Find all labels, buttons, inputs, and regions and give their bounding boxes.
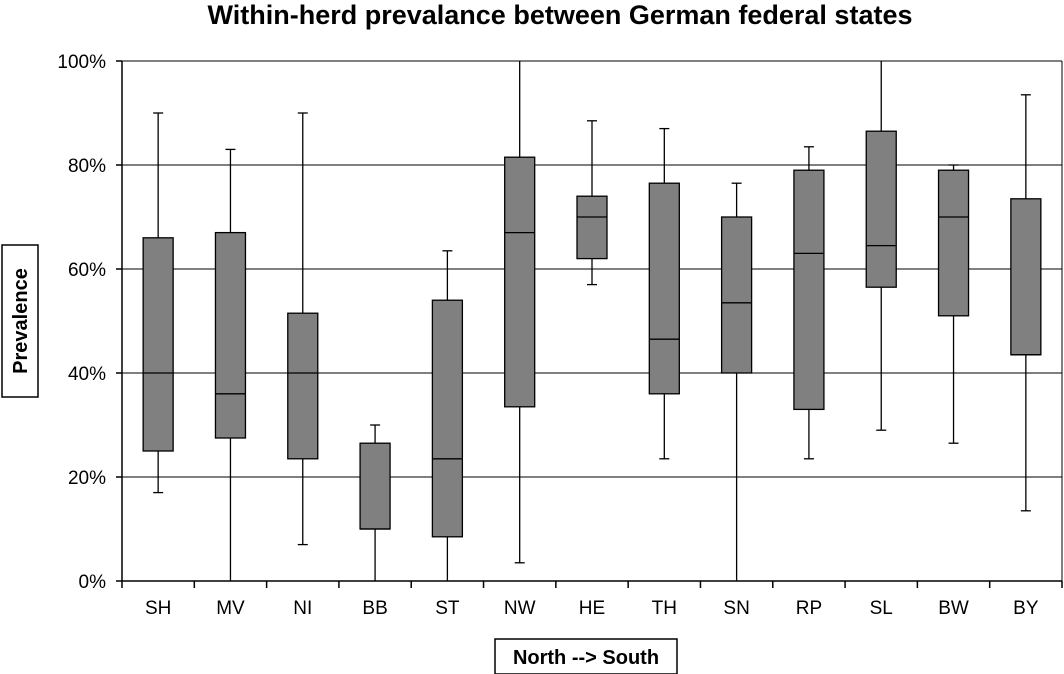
box-he <box>576 120 608 286</box>
box-bw <box>937 164 970 444</box>
iqr-box <box>504 156 536 408</box>
category-label-bb: BB <box>362 598 387 619</box>
iqr-box <box>793 169 825 411</box>
box-rp <box>793 146 825 460</box>
category-label-rp: RP <box>796 598 822 619</box>
category-label-sh: SH <box>145 598 171 619</box>
iqr-box <box>287 312 319 460</box>
x-axis-label: North --> South <box>513 647 659 669</box>
y-tick-label: 60% <box>68 260 106 281</box>
box-mv <box>214 148 247 581</box>
axes <box>116 60 1063 588</box>
category-label-sn: SN <box>723 598 749 619</box>
category-label-th: TH <box>652 598 677 619</box>
box-sh <box>142 112 174 494</box>
box-by <box>1010 94 1042 512</box>
iqr-box <box>576 195 608 260</box>
y-tick-label: 0% <box>79 572 107 593</box>
x-tick-labels: SH MV NI BB ST NW HE TH SN RP SL BW BY <box>145 598 1039 619</box>
category-label-nw: NW <box>504 598 536 619</box>
box-series <box>142 61 1042 581</box>
box-sn <box>720 182 753 581</box>
y-axis-label: Prevalence <box>10 268 32 374</box>
iqr-box <box>142 237 174 452</box>
y-tick-labels: 0% 20% 40% 60% 80% 100% <box>57 52 106 593</box>
box-bb <box>359 424 391 581</box>
category-label-st: ST <box>435 598 460 619</box>
chart-title: Within-herd prevalance between German fe… <box>208 0 913 30</box>
iqr-box <box>648 182 680 395</box>
y-tick-label: 80% <box>68 156 106 177</box>
iqr-box <box>359 442 391 530</box>
category-label-he: HE <box>579 598 605 619</box>
box-ni <box>287 112 319 546</box>
iqr-box <box>865 130 897 288</box>
box-th <box>648 127 680 460</box>
y-tick-label: 20% <box>68 468 106 489</box>
y-tick-label: 40% <box>68 364 106 385</box>
iqr-box <box>431 299 464 538</box>
iqr-box <box>214 231 247 439</box>
box-sl <box>865 61 897 431</box>
category-label-bw: BW <box>938 598 969 619</box>
y-axis-title: Prevalence <box>1 244 39 398</box>
box-nw <box>504 61 536 564</box>
category-label-sl: SL <box>870 598 893 619</box>
category-label-by: BY <box>1013 598 1039 619</box>
iqr-box <box>937 169 970 317</box>
iqr-box <box>720 216 753 374</box>
category-label-mv: MV <box>216 598 245 619</box>
box-st <box>431 250 464 581</box>
x-axis-title: North --> South <box>494 638 678 674</box>
iqr-box <box>1010 198 1042 356</box>
y-tick-label: 100% <box>57 52 106 73</box>
category-label-ni: NI <box>293 598 312 619</box>
